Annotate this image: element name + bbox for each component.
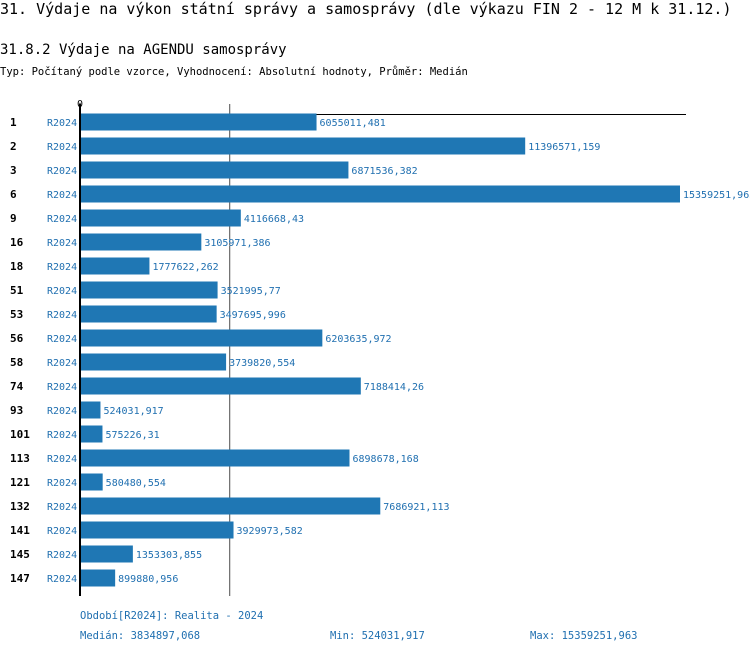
category-label: 93: [10, 404, 23, 417]
data-label: 1353303,855: [136, 550, 202, 561]
series-label: R2024: [47, 214, 77, 225]
bar: [80, 329, 323, 347]
data-label: 7686921,113: [383, 502, 449, 513]
category-label: 6: [10, 188, 17, 201]
data-label: 15359251,963: [683, 190, 750, 201]
bar: [80, 521, 234, 539]
series-label: R2024: [47, 286, 77, 297]
bar: [80, 113, 317, 131]
footer-period: Období[R2024]: Realita - 2024: [80, 610, 264, 622]
series-label: R2024: [47, 238, 77, 249]
bar: [80, 209, 241, 227]
data-label: 6055011,481: [320, 118, 386, 129]
category-label: 3: [10, 164, 17, 177]
category-label: 16: [10, 236, 24, 249]
series-label: R2024: [47, 574, 77, 585]
data-label: 3929973,582: [237, 526, 303, 537]
category-label: 74: [10, 380, 24, 393]
bar: [80, 425, 103, 443]
bar: [80, 473, 103, 491]
series-label: R2024: [47, 118, 77, 129]
data-label: 3105971,386: [204, 238, 270, 249]
series-label: R2024: [47, 526, 77, 537]
footer-median: Medián: 3834897,068: [80, 630, 201, 642]
page-title: 31. Výdaje na výkon státní správy a samo…: [0, 0, 732, 18]
category-label: 141: [10, 524, 30, 537]
category-label: 101: [10, 428, 30, 441]
category-label: 9: [10, 212, 17, 225]
section-title: 31.8.2 Výdaje na AGENDU samosprávy: [0, 42, 287, 58]
series-label: R2024: [47, 358, 77, 369]
series-label: R2024: [47, 166, 77, 177]
series-label: R2024: [47, 262, 77, 273]
category-label: 145: [10, 548, 30, 561]
chart-meta: Typ: Počítaný podle vzorce, Vyhodnocení:…: [0, 66, 468, 78]
data-label: 3521995,77: [221, 286, 281, 297]
series-label: R2024: [47, 478, 77, 489]
category-label: 113: [10, 452, 30, 465]
bar: [80, 401, 101, 419]
bar: [80, 569, 116, 587]
bar: [80, 449, 350, 467]
data-label: 6203635,972: [325, 334, 391, 345]
data-label: 3497695,996: [220, 310, 286, 321]
footer-min: Min: 524031,917: [330, 630, 425, 642]
data-label: 575226,31: [105, 430, 159, 441]
series-label: R2024: [47, 382, 77, 393]
category-label: 53: [10, 308, 23, 321]
category-label: 18: [10, 260, 23, 273]
data-label: 6871536,382: [351, 166, 417, 177]
data-label: 7188414,26: [364, 382, 424, 393]
category-label: 56: [10, 332, 24, 345]
data-label: 6898678,168: [352, 454, 418, 465]
series-label: R2024: [47, 142, 77, 153]
data-label: 11396571,159: [528, 142, 600, 153]
category-label: 132: [10, 500, 30, 513]
series-label: R2024: [47, 334, 77, 345]
data-label: 524031,917: [103, 406, 163, 417]
series-label: R2024: [47, 310, 77, 321]
bar: [80, 377, 361, 395]
bar: [80, 305, 217, 323]
category-label: 58: [10, 356, 23, 369]
bar: [80, 353, 227, 371]
category-label: 121: [10, 476, 30, 489]
series-label: R2024: [47, 430, 77, 441]
bar: [80, 281, 218, 299]
data-label: 580480,554: [106, 478, 166, 489]
data-label: 4116668,43: [244, 214, 304, 225]
category-label: 1: [10, 116, 17, 129]
bar: [80, 137, 526, 155]
series-label: R2024: [47, 550, 77, 561]
data-label: 3739820,554: [229, 358, 295, 369]
footer-max: Max: 15359251,963: [530, 630, 638, 642]
bar: [80, 161, 349, 179]
bar: [80, 545, 133, 563]
bar: [80, 185, 680, 203]
series-label: R2024: [47, 502, 77, 513]
bar: [80, 233, 202, 251]
category-label: 147: [10, 572, 30, 585]
data-label: 899880,956: [118, 574, 178, 585]
series-label: R2024: [47, 406, 77, 417]
bar: [80, 257, 150, 275]
category-label: 51: [10, 284, 24, 297]
series-label: R2024: [47, 190, 77, 201]
bar: [80, 497, 381, 515]
category-label: 2: [10, 140, 17, 153]
series-label: R2024: [47, 454, 77, 465]
data-label: 1777622,262: [152, 262, 218, 273]
